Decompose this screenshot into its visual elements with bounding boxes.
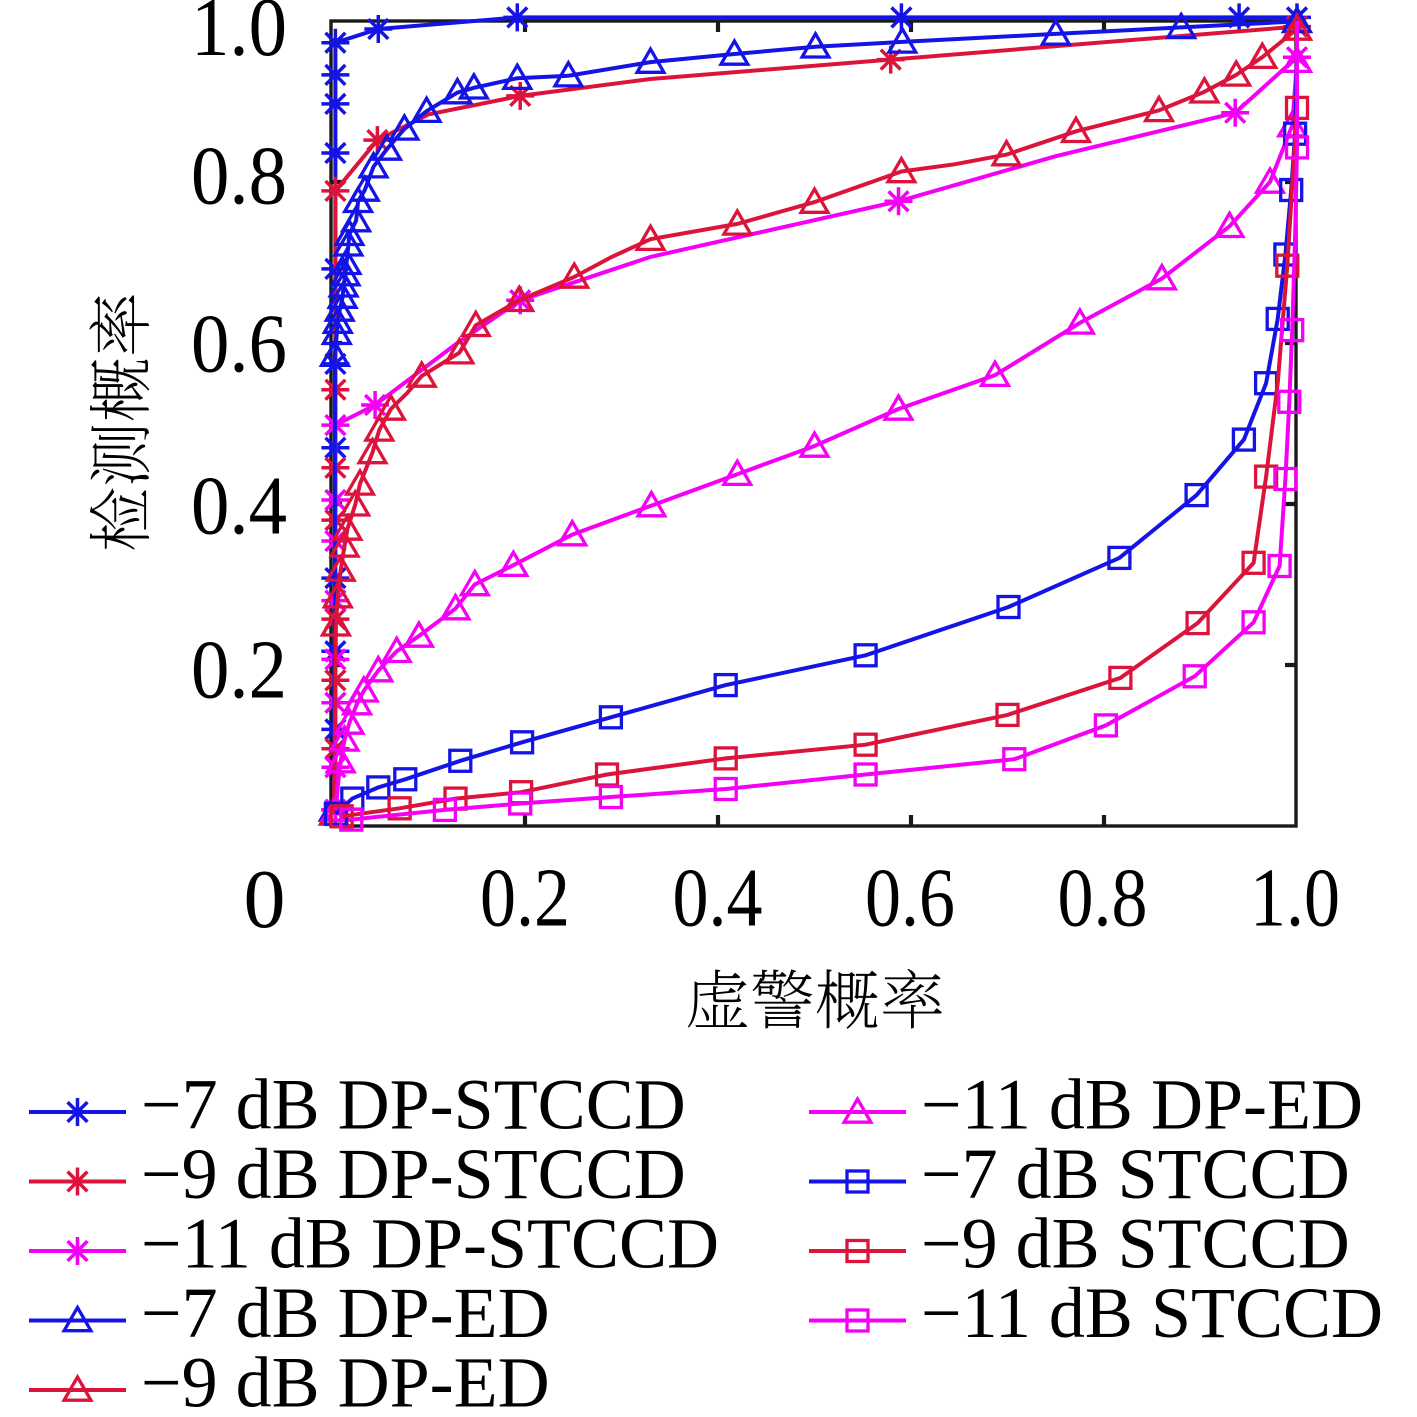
svg-text:0.8: 0.8 — [191, 130, 287, 223]
svg-text:0.2: 0.2 — [480, 852, 570, 945]
svg-text:0: 0 — [244, 853, 286, 946]
svg-text:0.4: 0.4 — [191, 460, 287, 553]
svg-text:−9 dB DP-STCCD: −9 dB DP-STCCD — [141, 1134, 686, 1214]
svg-text:−9 dB STCCD: −9 dB STCCD — [921, 1204, 1350, 1284]
svg-text:1.0: 1.0 — [1250, 852, 1340, 945]
svg-text:0.8: 0.8 — [1058, 852, 1148, 945]
svg-text:−7 dB DP-ED: −7 dB DP-ED — [141, 1273, 550, 1353]
svg-text:1.0: 1.0 — [191, 0, 287, 74]
svg-text:−11 dB DP-STCCD: −11 dB DP-STCCD — [141, 1204, 719, 1284]
svg-text:0.6: 0.6 — [865, 852, 955, 945]
svg-text:0.6: 0.6 — [191, 298, 287, 391]
svg-text:−7 dB DP-STCCD: −7 dB DP-STCCD — [141, 1065, 686, 1145]
svg-text:0.2: 0.2 — [191, 624, 287, 717]
svg-text:0.4: 0.4 — [673, 852, 763, 945]
svg-text:−11 dB DP-ED: −11 dB DP-ED — [921, 1065, 1363, 1145]
svg-text:−11 dB STCCD: −11 dB STCCD — [921, 1273, 1383, 1353]
svg-text:−7 dB STCCD: −7 dB STCCD — [921, 1134, 1350, 1214]
svg-text:−9 dB DP-ED: −9 dB DP-ED — [141, 1343, 550, 1417]
